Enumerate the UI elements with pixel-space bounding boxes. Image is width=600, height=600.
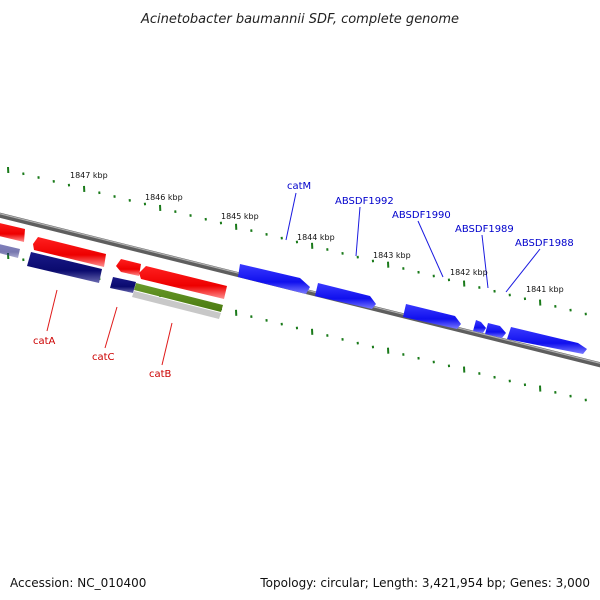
gene-feature[interactable]	[315, 283, 376, 309]
label-leaders	[46, 192, 541, 366]
tick-label: 1847 kbp	[70, 171, 108, 180]
gene-feature[interactable]	[0, 222, 25, 242]
gene-label[interactable]: ABSDF1990	[392, 210, 451, 221]
gene-feature[interactable]	[485, 323, 506, 338]
gene-label[interactable]: ABSDF1992	[335, 196, 394, 207]
gene-feature[interactable]	[33, 237, 106, 267]
gene-feature[interactable]	[116, 259, 141, 276]
tick-rows	[7, 166, 587, 402]
tick-label: 1841 kbp	[526, 285, 564, 294]
gene-label[interactable]: catM	[287, 181, 311, 192]
gene-label[interactable]: catB	[149, 369, 172, 380]
gene-feature[interactable]	[238, 264, 310, 294]
gene-feature[interactable]	[473, 320, 486, 333]
genome-summary-text: Topology: circular; Length: 3,421,954 bp…	[259, 576, 590, 590]
tick-label: 1846 kbp	[145, 193, 183, 202]
gene-features	[0, 222, 587, 354]
gene-feature[interactable]	[139, 266, 227, 299]
tick-label: 1842 kbp	[450, 268, 488, 277]
gene-feature[interactable]	[0, 243, 20, 258]
map-title: Acinetobacter baumannii SDF, complete ge…	[140, 12, 459, 27]
gene-feature[interactable]	[27, 252, 102, 283]
gene-feature[interactable]	[507, 327, 587, 354]
gene-label[interactable]: catA	[33, 336, 56, 347]
tick-label: 1844 kbp	[297, 233, 335, 242]
tick-labels: 1847 kbp 1846 kbp 1845 kbp 1844 kbp 1843…	[70, 171, 564, 294]
gene-feature[interactable]	[110, 277, 136, 293]
gene-label[interactable]: catC	[92, 352, 115, 363]
gene-labels: catM ABSDF1992 ABSDF1990 ABSDF1989 ABSDF…	[33, 181, 574, 380]
gene-feature[interactable]	[403, 304, 461, 329]
tick-label: 1845 kbp	[221, 212, 259, 221]
tick-label: 1843 kbp	[373, 251, 411, 260]
gene-label[interactable]: ABSDF1989	[455, 224, 514, 235]
gene-feature[interactable]	[132, 291, 221, 319]
gene-feature[interactable]	[134, 283, 223, 312]
gene-label[interactable]: ABSDF1988	[515, 238, 574, 249]
accession-text: Accession: NC_010400	[10, 576, 146, 590]
